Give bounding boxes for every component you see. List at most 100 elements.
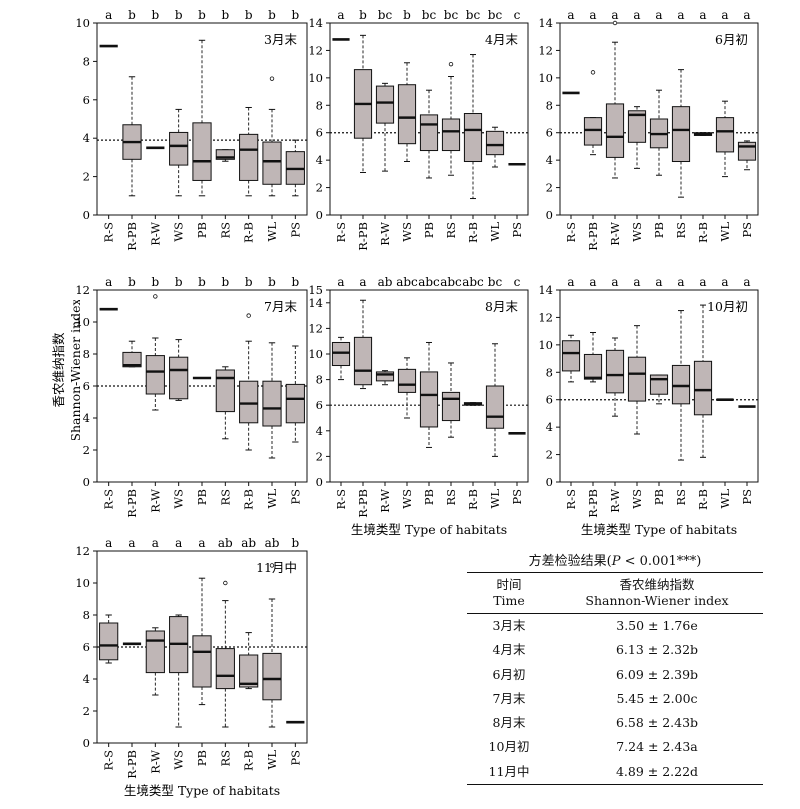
x-axis-label: 生境类型 Type of habitats (581, 522, 737, 537)
header-index-en: Shannon-Wiener index (585, 593, 729, 608)
significance-letter: b (221, 275, 229, 289)
iqr-box (627, 110, 647, 143)
iqr-box (583, 117, 603, 146)
x-tick-label: WL (718, 489, 732, 509)
y-tick-label: 14 (308, 16, 323, 30)
boxplot-panel-4: 0 2 4 6 8 10 12 7月末 R-S a R-PB b R-W b WS b PB b RS b R-B b WL… (75, 275, 308, 518)
significance-letter: a (699, 275, 706, 289)
x-tick-label: WS (400, 489, 414, 509)
significance-letter: a (743, 8, 750, 22)
y-tick-label: 8 (546, 98, 553, 112)
panel-title: 6月初 (715, 32, 748, 47)
y-tick-label: 6 (316, 126, 323, 140)
outlier-point (590, 70, 596, 75)
significance-letter: a (337, 8, 344, 22)
significance-letter: a (567, 275, 574, 289)
significance-letter: b (268, 8, 276, 22)
x-tick-label: PB (195, 750, 209, 766)
iqr-box (693, 360, 713, 416)
x-tick-label: R-B (696, 222, 710, 243)
y-tick-label: 6 (83, 640, 90, 654)
significance-letter: a (633, 275, 640, 289)
x-tick-label: WL (265, 750, 279, 770)
panel-title: 4月末 (485, 32, 518, 47)
significance-letter: a (677, 275, 684, 289)
x-tick-label: R-S (102, 222, 116, 243)
x-tick-label: WL (488, 489, 502, 509)
significance-letter: b (403, 8, 411, 22)
y-tick-label: 6 (316, 398, 323, 412)
y-tick-label: 4 (546, 420, 553, 434)
significance-letter: b (291, 275, 299, 289)
panel-title: 7月末 (264, 299, 297, 314)
y-tick-label: 12 (308, 43, 323, 57)
significance-letter: b (175, 8, 183, 22)
x-tick-label: R-B (242, 489, 256, 510)
significance-letter: abc (396, 275, 418, 289)
y-tick-label: 10 (75, 16, 90, 30)
y-tick-label: 12 (538, 43, 553, 57)
x-tick-label: PB (652, 489, 666, 505)
iqr-box (215, 369, 235, 413)
y-tick-label: 0 (316, 475, 323, 489)
anova-results-table: 方差检验结果(P < 0.001***) 时间 Time 香农维纳指数 Shanno… (467, 552, 763, 786)
outlier-point (246, 313, 251, 318)
x-tick-label: RS (218, 750, 232, 767)
significance-letter: abc (462, 275, 484, 289)
table-row: 11月中 4.89 ± 2.22d (488, 763, 699, 779)
x-tick-label: R-PB (356, 222, 370, 251)
x-tick-label: R-S (102, 489, 116, 510)
table-title: 方差检验结果(P < 0.001***) (528, 554, 702, 569)
x-tick-label: R-W (148, 750, 162, 774)
x-tick-label: R-W (148, 489, 162, 513)
panel-title: 10月初 (707, 299, 748, 314)
significance-letter: bc (444, 8, 459, 22)
y-tick-label: 4 (83, 672, 90, 686)
iqr-box (419, 371, 439, 428)
significance-letter: a (633, 8, 640, 22)
y-tick-label: 4 (83, 131, 90, 145)
outlier-point (269, 76, 275, 81)
x-tick-label: R-W (608, 489, 622, 513)
significance-letter: a (589, 8, 596, 22)
panel-title: 3月末 (264, 32, 297, 47)
significance-letter: a (589, 275, 596, 289)
x-tick-label: RS (444, 222, 458, 239)
y-tick-label: 0 (316, 208, 323, 222)
y-tick-label: 12 (308, 321, 323, 335)
x-tick-label: PB (422, 222, 436, 238)
x-tick-label: R-PB (125, 489, 139, 518)
x-tick-label: WS (630, 489, 644, 509)
x-tick-label: WL (265, 489, 279, 509)
iqr-box (605, 349, 625, 394)
x-tick-label: R-B (242, 222, 256, 243)
y-tick-label: 6 (83, 379, 90, 393)
iqr-box (239, 133, 259, 181)
table-row: 8月末 6.58 ± 2.43b (492, 715, 699, 731)
boxplot-panel-2: 0 2 4 6 8 10 12 14 4月末 R-S a R-PB b R-W bc WS b PB bc RS bc R… (308, 8, 529, 251)
iqr-box (192, 122, 212, 181)
iqr-box (583, 353, 603, 380)
significance-letter: a (198, 536, 205, 550)
iqr-box (671, 106, 691, 163)
y-tick-label: 8 (546, 365, 553, 379)
y-tick-label: 10 (538, 338, 553, 352)
y-axis-label: 香农维纳指数 Shannon-Wiener index (51, 300, 83, 440)
y-tick-label: 12 (538, 310, 553, 324)
boxplot-panel-3: 0 2 4 6 8 10 12 14 6月初 R-S a R-PB a R-W a WS a PB a RS a R-B a… (538, 8, 759, 251)
significance-letter: b (151, 275, 159, 289)
table-row: 4月末 6.13 ± 2.32b (492, 642, 699, 658)
y-tick-label: 0 (83, 208, 90, 222)
iqr-box (397, 84, 417, 145)
significance-letter: b (245, 8, 253, 22)
significance-letter: b (245, 275, 253, 289)
iqr-box (441, 118, 461, 152)
iqr-box (169, 131, 189, 166)
x-tick-label: R-W (378, 222, 392, 246)
table-row: 10月初 7.24 ± 2.43a (488, 739, 698, 755)
y-tick-label: 6 (546, 393, 553, 407)
x-tick-label: R-S (102, 750, 116, 771)
x-tick-label: PS (740, 222, 754, 238)
iqr-box (145, 355, 165, 395)
header-time-zh: 时间 (496, 577, 522, 592)
